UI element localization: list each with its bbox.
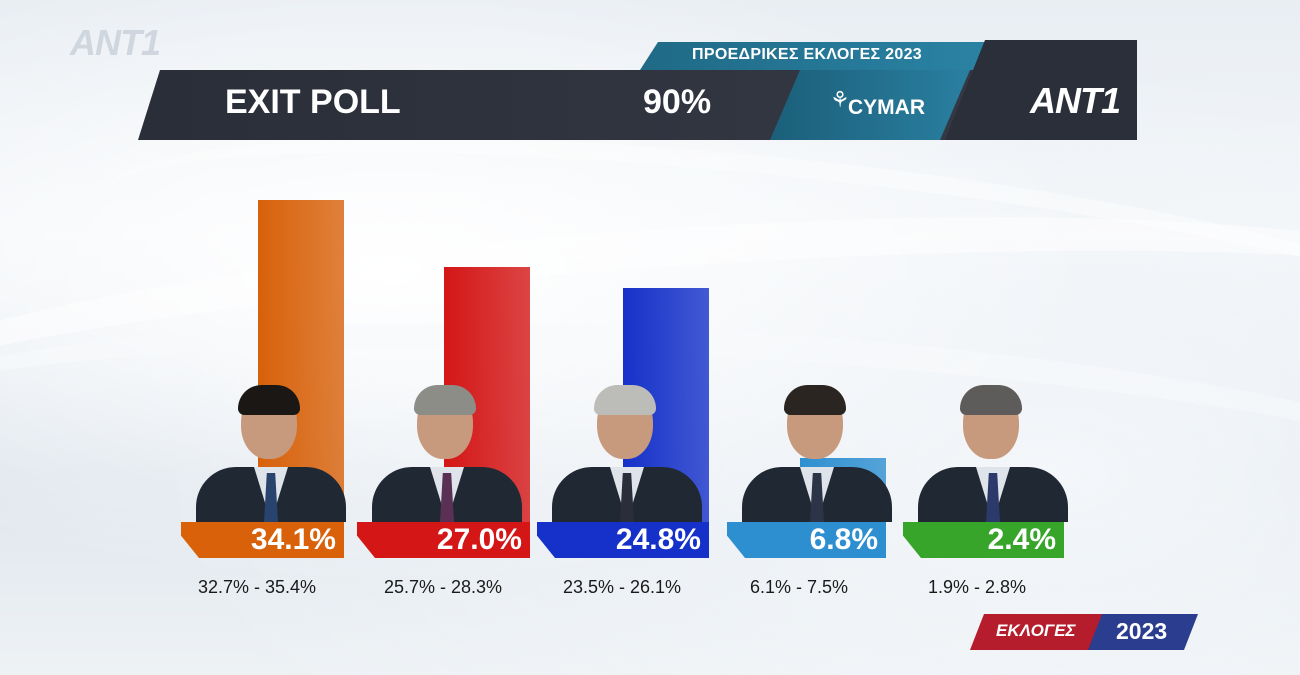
elections-badge-left — [970, 614, 1110, 650]
value-label-bg-1 — [181, 522, 344, 558]
candidate-photo-3 — [552, 385, 702, 522]
range-label-2: 25.7% - 28.3% — [383, 577, 503, 597]
range-label-3: 23.5% - 26.1% — [562, 577, 682, 597]
value-label-1: 34.1% — [250, 523, 336, 556]
banner-title: EXIT POLL — [225, 83, 401, 121]
candidate-photo-5 — [918, 385, 1068, 522]
range-label-1: 32.7% - 35.4% — [197, 577, 317, 597]
range-label-4: 6.1% - 7.5% — [749, 577, 849, 597]
candidate-photo-1 — [196, 385, 346, 522]
subtitle-strip — [640, 42, 1038, 70]
pollster-name: CYMAR — [848, 96, 925, 119]
value-label-5: 2.4% — [987, 523, 1056, 556]
subtitle-text: ΠΡΟΕΔΡΙΚΕΣ ΕΚΛΟΓΕΣ 2023 — [692, 46, 922, 63]
channel-watermark: ANT1 — [70, 22, 161, 63]
elections-badge: ΕΚΛΟΓΕΣ 2023 — [970, 614, 1218, 650]
value-label-bg-5 — [903, 522, 1064, 558]
value-label-bg-3 — [537, 522, 709, 558]
pollster-logo-icon: ⚘ — [830, 88, 850, 113]
range-label-5: 1.9% - 2.8% — [927, 577, 1027, 597]
candidate-photo-4 — [742, 385, 892, 522]
value-label-3: 24.8% — [615, 523, 701, 556]
value-label-bg-4 — [727, 522, 886, 558]
elections-badge-right — [1088, 614, 1198, 650]
value-label-2: 27.0% — [436, 523, 522, 556]
pollster-box — [770, 70, 970, 140]
elections-label: ΕΚΛΟΓΕΣ — [996, 621, 1076, 640]
counted-percent: 90% — [643, 83, 712, 121]
candidate-photo-2 — [372, 385, 522, 522]
value-label-4: 6.8% — [809, 523, 878, 556]
elections-year: 2023 — [1116, 618, 1168, 644]
value-label-bg-2 — [357, 522, 530, 558]
channel-logo: ANT1 — [1030, 80, 1121, 121]
